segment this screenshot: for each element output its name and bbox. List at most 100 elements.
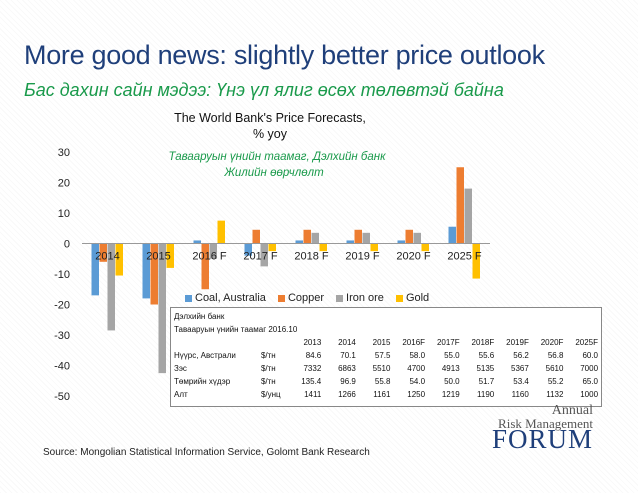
table-cell: 1000: [580, 390, 599, 399]
table-header-cell: 2014: [338, 338, 356, 347]
source-note: Source: Mongolian Statistical Informatio…: [43, 447, 370, 458]
table-cell: 55.8: [374, 377, 391, 386]
bar-gold: [268, 243, 276, 252]
x-category-label: 2015: [146, 251, 170, 263]
logo-line-risk-management: Risk Management: [498, 416, 593, 431]
chart-title-line2: % yoy: [253, 127, 288, 141]
table-row-name: Алт: [174, 390, 188, 399]
legend-item-coal: Coal, Australia: [185, 292, 266, 304]
legend-swatch-gold: [395, 294, 403, 302]
table-cell: 1411: [304, 390, 322, 399]
x-category-label: 2017 F: [243, 251, 278, 263]
table-header-cell: 2019F: [506, 338, 529, 347]
table-header-row: 2013 2014 2015 2016F 2017F 2018F 2019F 2…: [174, 336, 598, 349]
bar-iron-ore: [107, 243, 115, 331]
bar-coal: [142, 243, 150, 299]
table-cell: 4913: [441, 364, 460, 373]
table-cell: 54.0: [409, 377, 426, 386]
table-row: Нүүрс, Австрали $/тн 84.6 70.1 57.5 58.0…: [174, 349, 598, 362]
legend-label-gold: Gold: [405, 292, 430, 304]
table-cell: 56.2: [513, 351, 529, 360]
table-header-cell: 2017F: [436, 338, 460, 347]
table-cell: 4700: [407, 364, 426, 373]
table-cell: 135.4: [301, 377, 322, 386]
table-cell: 53.4: [513, 377, 529, 386]
forum-logo: Annual Risk Management FORUM: [492, 403, 597, 463]
bar-copper: [150, 243, 158, 305]
bar-coal: [91, 243, 99, 296]
bar-iron-ore: [209, 243, 217, 259]
x-category-label: 2018 F: [294, 251, 329, 263]
bar-copper: [201, 243, 209, 290]
bar-gold: [421, 243, 429, 252]
table-cell: 96.9: [340, 377, 356, 386]
table-header-cell: 2020F: [540, 338, 564, 347]
table-row: Зэс $/тн 7332 6863 5510 4700 4913 5135 5…: [174, 362, 598, 375]
table-cell: 1219: [441, 390, 460, 399]
y-tick-label: 10: [58, 208, 70, 220]
table-row: Төмрийн хүдэр $/тн 135.4 96.9 55.8 54.0 …: [174, 375, 598, 388]
y-tick-label: 30: [58, 147, 70, 159]
table-header-cell: 2018F: [471, 338, 495, 347]
bar-coal: [295, 240, 303, 244]
bar-iron-ore: [260, 243, 268, 267]
bar-copper: [405, 229, 413, 244]
table-row-name: Зэс: [174, 364, 187, 373]
table-header-cell: 2025F: [575, 338, 599, 347]
table-cell: 65.0: [582, 377, 599, 386]
table-caption-title: Тавааруын үнийн таамаг 2016.10: [174, 325, 298, 334]
table-row-unit: $/тн: [260, 364, 276, 373]
chart-legend: Coal, Australia Copper Iron ore Gold: [185, 292, 429, 304]
table-row-unit: $/тн: [260, 351, 276, 360]
x-category-label: 2019 F: [345, 251, 380, 263]
legend-item-iron-ore: Iron ore: [336, 292, 384, 304]
bar-gold: [472, 243, 480, 279]
table-header-cell: 2015: [372, 338, 391, 347]
x-category-label: 2025 F: [447, 251, 482, 263]
legend-label-coal: Coal, Australia: [195, 292, 266, 304]
x-category-label: 2016 F: [192, 251, 227, 263]
table-cell: 60.0: [582, 351, 599, 360]
bar-gold: [166, 243, 174, 268]
bar-iron-ore: [362, 232, 370, 244]
bar-copper: [252, 229, 260, 244]
slide-title: More good news: slightly better price ou…: [24, 40, 545, 70]
chart-note-line1: Тавааруын үнийн таамаг, Дэлхийн банк: [168, 151, 386, 163]
y-tick-label: -50: [54, 391, 70, 403]
table-cell: 55.6: [478, 351, 495, 360]
table-cell: 70.1: [340, 351, 356, 360]
y-tick-label: -10: [54, 269, 70, 281]
bar-iron-ore: [311, 232, 319, 244]
table-row-name: Төмрийн хүдэр: [174, 377, 231, 386]
logo-line-annual: Annual: [551, 403, 593, 418]
table-row-unit: $/унц: [260, 390, 281, 399]
y-tick-label: -20: [54, 300, 70, 312]
x-category-label: 2020 F: [396, 251, 431, 263]
bar-coal: [244, 243, 252, 256]
table-cell: 1190: [477, 390, 495, 399]
table-cell: 56.8: [547, 351, 564, 360]
table-cell: 1132: [546, 390, 564, 399]
bar-coal: [397, 240, 405, 244]
x-axis-labels: 2014 2015 2016 F 2017 F 2018 F 2019 F 2020 F 20…: [95, 251, 482, 263]
legend-swatch-copper: [277, 294, 285, 302]
table-caption-source: Дэлхийн банк: [174, 312, 225, 321]
table-cell: 50.0: [444, 377, 460, 386]
bar-coal: [448, 226, 456, 244]
table-cell: 5367: [511, 364, 529, 373]
x-category-label: 2014: [95, 251, 119, 263]
bar-copper: [354, 229, 362, 244]
y-tick-label: 20: [58, 178, 70, 190]
table-cell: 5135: [476, 364, 495, 373]
price-forecast-table: Дэлхийн банк Тавааруын үнийн таамаг 2016…: [170, 307, 602, 407]
table-cell: 57.5: [374, 351, 391, 360]
legend-swatch-coal: [185, 294, 192, 302]
table-cell: 1161: [373, 390, 391, 399]
table-cell: 5610: [545, 364, 564, 373]
bar-gold: [319, 243, 327, 252]
bar-coal: [193, 240, 201, 244]
bar-copper: [303, 229, 311, 244]
table-cell: 1160: [511, 390, 529, 399]
